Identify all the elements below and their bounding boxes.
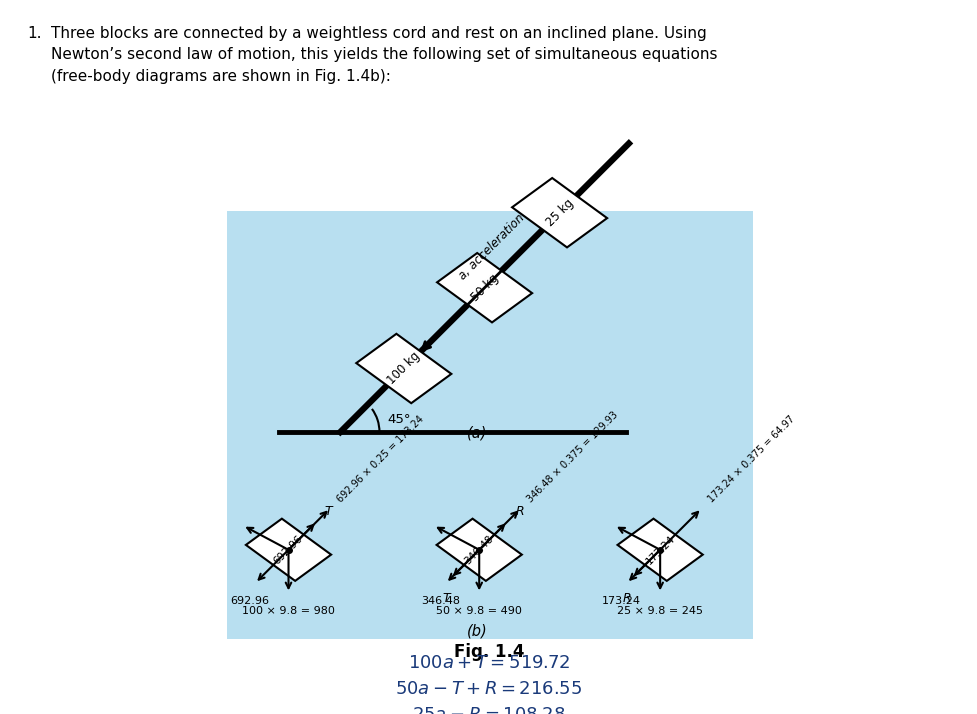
Polygon shape <box>436 518 522 581</box>
Text: T: T <box>324 505 332 518</box>
Text: (b): (b) <box>466 623 488 638</box>
Text: 100 × 9.8 = 980: 100 × 9.8 = 980 <box>242 606 334 616</box>
Text: Fig. 1.4: Fig. 1.4 <box>453 643 524 660</box>
Text: $50a - T + R = 216.55$: $50a - T + R = 216.55$ <box>395 681 582 698</box>
Text: 692.96: 692.96 <box>272 533 305 566</box>
Text: T: T <box>442 593 449 605</box>
Text: 173.24 × 0.375 = 64.97: 173.24 × 0.375 = 64.97 <box>705 414 796 505</box>
Polygon shape <box>245 518 331 581</box>
Text: (a): (a) <box>467 426 487 441</box>
Text: 100 kg: 100 kg <box>385 350 422 388</box>
Text: Three blocks are connected by a weightless cord and rest on an inclined plane. U: Three blocks are connected by a weightle… <box>51 26 716 84</box>
Text: 1.: 1. <box>27 26 42 41</box>
Polygon shape <box>437 253 531 323</box>
Text: 173.24: 173.24 <box>643 533 676 566</box>
Text: 173.24: 173.24 <box>602 596 641 606</box>
Text: R: R <box>622 593 630 605</box>
Text: 25 × 9.8 = 245: 25 × 9.8 = 245 <box>616 606 702 616</box>
Text: R: R <box>515 505 524 518</box>
Text: $100a + T = 519.72$: $100a + T = 519.72$ <box>407 655 570 673</box>
Polygon shape <box>512 178 607 247</box>
Text: $25a - R = 108.28$: $25a - R = 108.28$ <box>412 707 565 714</box>
Text: 692.96: 692.96 <box>231 596 270 606</box>
Text: 692.96 × 0.25 = 173.24: 692.96 × 0.25 = 173.24 <box>334 414 425 505</box>
Polygon shape <box>356 334 450 403</box>
Text: 346.48: 346.48 <box>421 596 460 606</box>
Text: 45°: 45° <box>387 413 410 426</box>
Text: 346.48: 346.48 <box>462 533 495 566</box>
Text: 25 kg: 25 kg <box>543 196 575 229</box>
Text: 346.48 × 0.375 = 129.93: 346.48 × 0.375 = 129.93 <box>525 410 619 505</box>
Text: 50 × 9.8 = 490: 50 × 9.8 = 490 <box>436 606 522 616</box>
Polygon shape <box>616 518 702 581</box>
Bar <box>227 211 752 639</box>
Text: 50 kg: 50 kg <box>468 271 500 304</box>
Text: a, acceleration: a, acceleration <box>455 211 527 283</box>
